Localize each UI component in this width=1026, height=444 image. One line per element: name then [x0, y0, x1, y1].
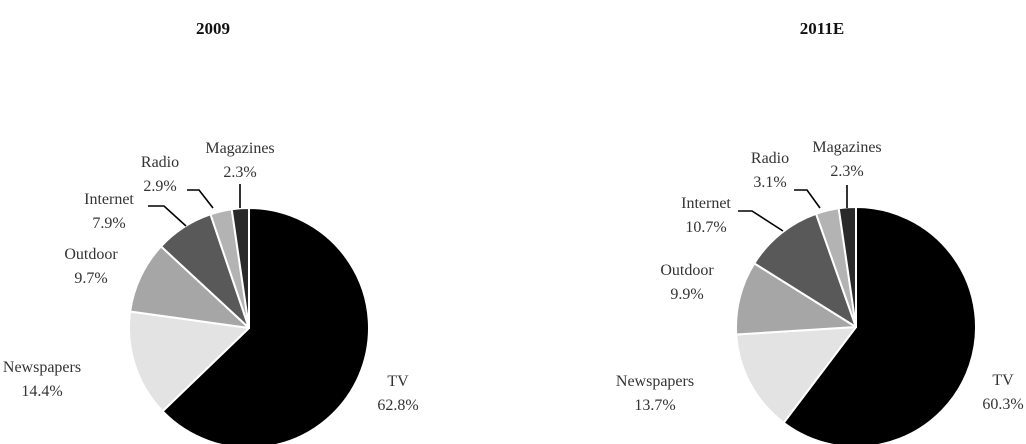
pie-slice-magazines-2009 [230, 207, 250, 329]
pie-slice-outdoor-2009 [129, 245, 250, 329]
leader-line-radio-2011e [794, 189, 821, 209]
slice-value-tv-2011e: 60.3% [982, 396, 1023, 413]
chart-title-2011e: 2011E [800, 19, 844, 38]
slice-label-tv-2009: TV [387, 373, 409, 390]
pie-slice-internet-2011e [753, 212, 857, 328]
pie-slice-newspapers-2009 [128, 310, 250, 413]
slice-label-internet-2011e: Internet [681, 195, 731, 212]
slice-value-internet-2011e: 10.7% [685, 219, 726, 236]
chart-title-2009: 2009 [196, 19, 230, 38]
slice-label-magazines-2009: Magazines [205, 140, 274, 157]
slice-value-radio-2009: 2.9% [143, 178, 176, 195]
slice-label-tv-2011e: TV [992, 372, 1014, 389]
pie-slice-outdoor-2011e [735, 262, 857, 336]
slice-value-outdoor-2009: 9.7% [74, 270, 107, 287]
pie-slice-tv-2011e [782, 206, 977, 444]
slice-label-magazines-2011e: Magazines [812, 139, 881, 156]
slice-label-internet-2009: Internet [84, 191, 134, 208]
slice-value-radio-2011e: 3.1% [753, 174, 786, 191]
slice-value-magazines-2009: 2.3% [223, 164, 256, 181]
slice-label-newspapers-2009: Newspapers [3, 359, 81, 376]
leader-line-internet-2009 [148, 205, 187, 227]
leader-line-radio-2009 [187, 189, 214, 209]
slice-value-newspapers-2011e: 13.7% [634, 397, 675, 414]
slice-value-outdoor-2011e: 9.9% [670, 286, 703, 303]
slice-value-magazines-2011e: 2.3% [830, 163, 863, 180]
slice-value-newspapers-2009: 14.4% [21, 383, 62, 400]
pie-slice-newspapers-2011e [735, 326, 857, 424]
leader-line-internet-2011e [738, 210, 784, 232]
slice-label-radio-2011e: Radio [751, 150, 789, 167]
slice-label-outdoor-2009: Outdoor [64, 246, 118, 263]
slice-label-outdoor-2011e: Outdoor [660, 262, 714, 279]
slice-label-newspapers-2011e: Newspapers [616, 373, 694, 390]
slice-value-internet-2009: 7.9% [92, 215, 125, 232]
pie-slice-tv-2009 [161, 207, 370, 444]
slice-value-tv-2009: 62.8% [377, 397, 418, 414]
slice-label-radio-2009: Radio [141, 154, 179, 171]
